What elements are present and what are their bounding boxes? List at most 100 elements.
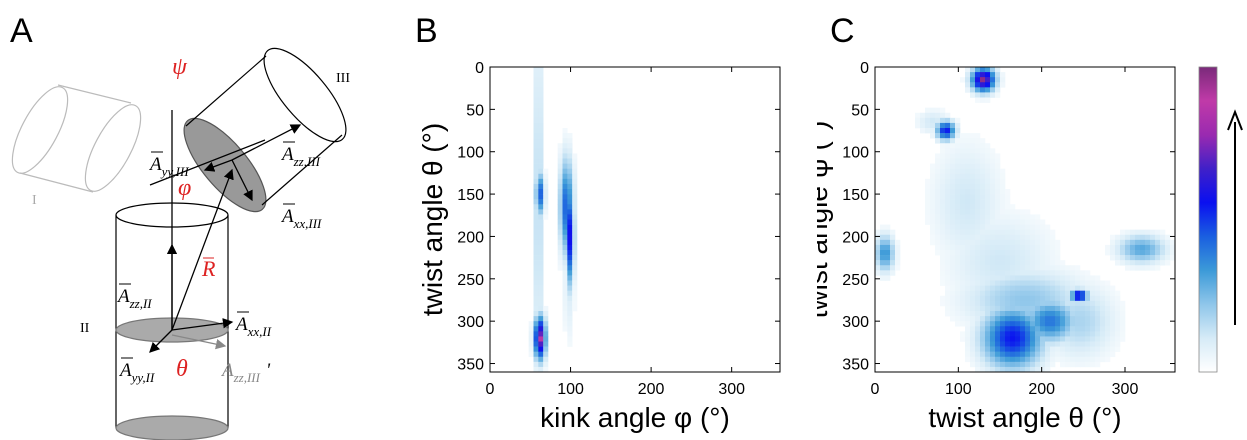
heatmap-cell [945, 244, 951, 251]
heatmap-cell [950, 295, 956, 302]
heatmap-cell [980, 300, 986, 307]
heatmap-cell [985, 168, 991, 175]
heatmap-cell [945, 194, 951, 200]
heatmap-cell [533, 219, 539, 225]
heatmap-cell [945, 295, 951, 302]
heatmap-cell [975, 163, 981, 169]
heatmap-cell [538, 239, 544, 246]
heatmap-cell [940, 275, 946, 281]
heatmap-cell [995, 265, 1001, 271]
heatmap-cell [1010, 290, 1016, 297]
heatmap-cell [1100, 300, 1106, 307]
heatmap-cell [1055, 346, 1061, 352]
a-xx-ii-label: Axx,II [234, 314, 272, 339]
heatmap-cell [1135, 229, 1141, 236]
heatmap-cell [1050, 351, 1056, 358]
heatmap-cell [1160, 250, 1166, 256]
heatmap-cell [567, 250, 573, 256]
heatmap-cell [1100, 346, 1106, 352]
heatmap-cell [1095, 326, 1101, 332]
heatmap-cell [950, 219, 956, 225]
roman-ii-label: II [80, 321, 90, 336]
heatmap-cell [1035, 285, 1041, 291]
heatmap-cell [980, 97, 986, 103]
heatmap-cell [990, 87, 996, 93]
heatmap-cell [1045, 224, 1051, 230]
heatmap-cell [975, 341, 981, 347]
heatmap-cell [1010, 224, 1016, 230]
heatmap-cell [970, 326, 976, 332]
heatmap-cell [567, 183, 573, 190]
heatmap-cell [1000, 351, 1006, 358]
heatmap-cell [1020, 316, 1026, 322]
heatmap-cell [567, 326, 573, 332]
heatmap-cell [930, 107, 936, 114]
heatmap-cell [533, 173, 539, 180]
heatmap-cell [945, 214, 951, 220]
heatmap-cell [940, 128, 946, 134]
heatmap-cell [960, 183, 966, 190]
heatmap-cell [1000, 316, 1006, 322]
heatmap-cell [557, 234, 563, 241]
heatmap-cell [940, 270, 946, 276]
heatmap-cell [975, 153, 981, 159]
heatmap-cell [990, 321, 996, 327]
heatmap-cell [995, 77, 1001, 83]
panel-label-b: B [415, 12, 438, 50]
heatmap-cell [567, 158, 573, 164]
heatmap-cell [985, 194, 991, 200]
heatmap-cell [1045, 311, 1051, 317]
heatmap-cell [960, 321, 966, 327]
heatmap-cell [1085, 275, 1091, 281]
heatmap-cell [965, 72, 971, 78]
heatmap-cell [1110, 295, 1116, 302]
heatmap-cell [990, 361, 996, 368]
heatmap-cell [557, 204, 563, 210]
heatmap-cell [1000, 250, 1006, 256]
heatmap-cell [940, 112, 946, 119]
x-axis-label: kink angle φ (°) [540, 402, 730, 433]
heatmap-cell [1125, 255, 1131, 261]
heatmap-cell [965, 168, 971, 175]
heatmap-cell [990, 351, 996, 358]
heatmap-cell [985, 219, 991, 225]
heatmap-cell [1040, 305, 1046, 312]
heatmap-cell [995, 326, 1001, 332]
heatmap-cell [1055, 316, 1061, 322]
heatmap-cell [1050, 250, 1056, 256]
heatmap-cell [1000, 295, 1006, 302]
heatmap-cell [955, 204, 961, 210]
heatmap-cell [1035, 265, 1041, 271]
heatmap-cell [1105, 244, 1111, 251]
heatmap-cell [885, 260, 891, 266]
heatmap-cell [955, 138, 961, 144]
heatmap-cell [1115, 305, 1121, 312]
heatmap-cell [965, 255, 971, 261]
heatmap-cell [1000, 300, 1006, 307]
heatmap-cell [1095, 285, 1101, 291]
heatmap-cell [1015, 275, 1021, 281]
heatmap-cell [1025, 346, 1031, 352]
heatmap-cell [925, 214, 931, 220]
heatmap-cell [533, 239, 539, 246]
heatmap-cell [1070, 295, 1076, 302]
heatmap-cell [1010, 321, 1016, 327]
heatmap-cell [985, 336, 991, 342]
heatmap-cell [960, 311, 966, 317]
heatmap-cell [1015, 300, 1021, 307]
heatmap-cell [965, 229, 971, 236]
heatmap-cell [990, 67, 996, 73]
heatmap-cell [1025, 244, 1031, 251]
heatmap-cell [1055, 244, 1061, 251]
heatmap-cell [1130, 265, 1136, 271]
heatmap-cell [538, 183, 544, 190]
heatmap-cell [572, 178, 578, 185]
heatmap-cell [1030, 290, 1036, 297]
heatmap-cell [533, 250, 539, 256]
heatmap-cell [1040, 250, 1046, 256]
heatmap-cell [1050, 239, 1056, 246]
a-zz-ii-label: Azz,II [116, 286, 152, 311]
heatmap-cell [1070, 331, 1076, 337]
heatmap-cell [1035, 305, 1041, 312]
